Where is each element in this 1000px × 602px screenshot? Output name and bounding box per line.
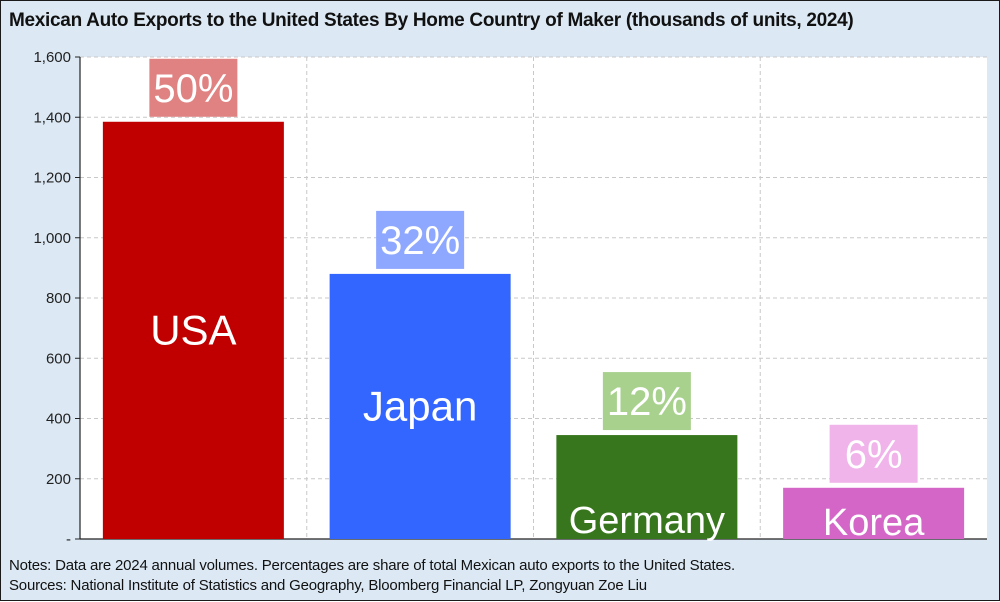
category-label: Germany xyxy=(569,500,725,542)
chart-title: Mexican Auto Exports to the United State… xyxy=(9,10,854,31)
y-tick-label: 1,000 xyxy=(33,230,71,247)
y-tick-label: 1,200 xyxy=(33,170,71,187)
bar-japan xyxy=(329,273,511,539)
notes-text: Notes: Data are 2024 annual volumes. Per… xyxy=(9,557,735,574)
sources-text: Sources: National Institute of Statistic… xyxy=(9,577,647,594)
y-tick-label: 1,400 xyxy=(33,109,71,126)
bar-korea xyxy=(783,487,965,539)
share-label: 12% xyxy=(607,380,687,424)
footnotes: Notes: Data are 2024 annual volumes. Per… xyxy=(9,556,735,596)
y-tick-label: - xyxy=(66,531,71,548)
bar-germany xyxy=(556,435,738,539)
share-label: 50% xyxy=(153,67,233,111)
share-label-box xyxy=(829,424,918,483)
share-label-box xyxy=(602,372,691,431)
category-label: USA xyxy=(150,306,236,353)
share-label-box xyxy=(149,58,238,117)
bar-usa xyxy=(102,121,284,540)
category-label: Korea xyxy=(823,502,925,544)
share-label: 32% xyxy=(380,219,460,263)
y-tick-label: 200 xyxy=(46,471,71,488)
y-tick-label: 800 xyxy=(46,290,71,307)
y-tick-label: 600 xyxy=(46,350,71,367)
category-label: Japan xyxy=(363,382,477,429)
y-tick-label: 400 xyxy=(46,411,71,428)
y-tick-label: 1,600 xyxy=(33,49,71,66)
share-label: 6% xyxy=(845,433,903,477)
share-label-box xyxy=(376,210,465,269)
